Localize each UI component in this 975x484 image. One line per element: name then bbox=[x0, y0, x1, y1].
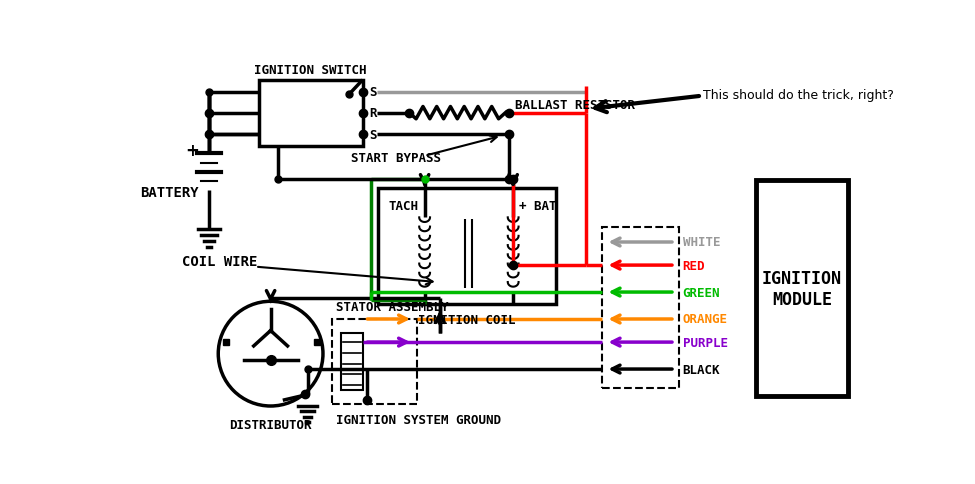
Text: IGNITION COIL: IGNITION COIL bbox=[418, 313, 516, 326]
Text: PURPLE: PURPLE bbox=[682, 336, 727, 349]
Text: DISTRIBUTOR: DISTRIBUTOR bbox=[229, 418, 312, 431]
Bar bbox=[602, 227, 679, 389]
Text: BALLAST RESISTOR: BALLAST RESISTOR bbox=[516, 99, 636, 112]
Text: BATTERY: BATTERY bbox=[139, 185, 198, 199]
Text: IGNITION
MODULE: IGNITION MODULE bbox=[761, 269, 842, 308]
Text: STATOR ASSEMBLY: STATOR ASSEMBLY bbox=[336, 300, 449, 313]
Text: IGNITION SWITCH: IGNITION SWITCH bbox=[254, 63, 367, 76]
Text: BLACK: BLACK bbox=[682, 363, 721, 376]
Text: This should do the trick, right?: This should do the trick, right? bbox=[703, 89, 894, 102]
Text: ORANGE: ORANGE bbox=[682, 313, 727, 326]
Text: + BAT: + BAT bbox=[520, 199, 557, 212]
Text: RED: RED bbox=[682, 259, 705, 272]
Bar bbox=[756, 181, 848, 396]
Bar bbox=[341, 333, 363, 390]
Text: COIL WIRE: COIL WIRE bbox=[182, 255, 257, 269]
Bar bbox=[332, 319, 417, 404]
Text: GREEN: GREEN bbox=[682, 286, 721, 299]
Text: R: R bbox=[370, 107, 376, 120]
Text: S: S bbox=[370, 86, 376, 99]
Bar bbox=[259, 81, 363, 147]
Text: START BYPASS: START BYPASS bbox=[351, 151, 442, 165]
Text: S: S bbox=[370, 128, 376, 141]
Bar bbox=[378, 189, 556, 304]
Text: WHITE: WHITE bbox=[682, 236, 721, 249]
Text: IGNITION SYSTEM GROUND: IGNITION SYSTEM GROUND bbox=[336, 413, 501, 426]
Text: +: + bbox=[185, 141, 199, 159]
Text: TACH: TACH bbox=[388, 199, 418, 212]
